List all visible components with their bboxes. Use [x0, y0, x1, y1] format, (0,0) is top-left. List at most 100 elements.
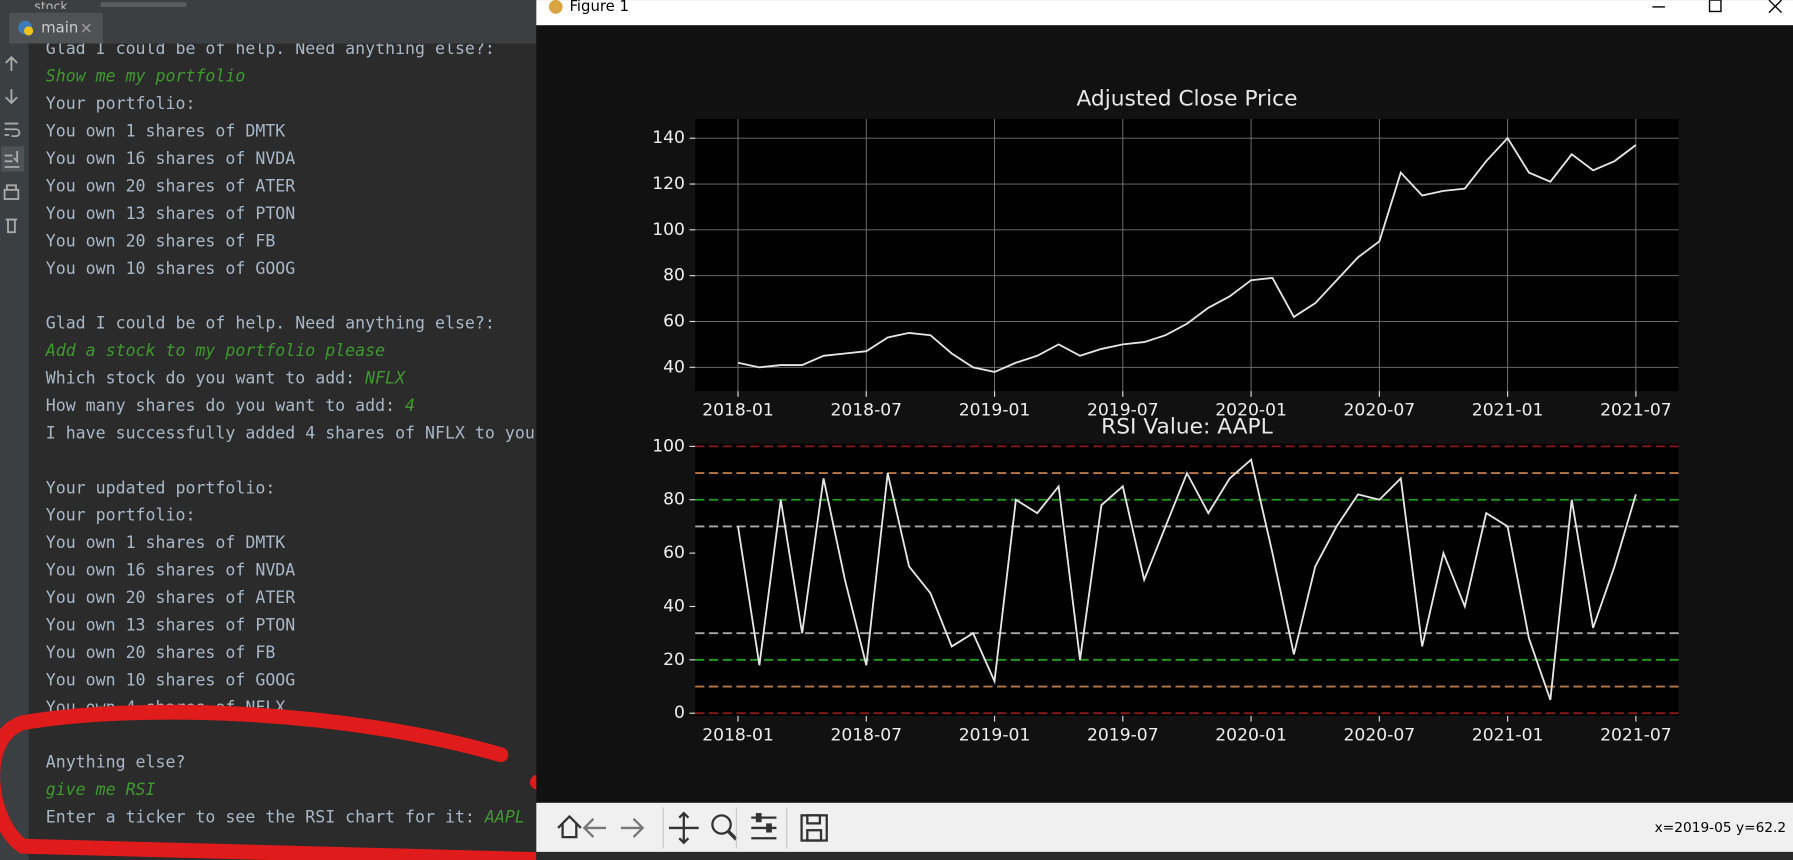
tab-label[interactable]: main — [41, 19, 78, 37]
price-line — [737, 136, 1637, 373]
output-text: Anything else? — [46, 752, 186, 771]
output-text: Your portfolio: — [46, 94, 196, 113]
console-line: You own 10 shares of GOOG — [46, 670, 296, 689]
output-text: Glad I could be of help. Need anything e… — [46, 39, 495, 58]
output-text: You own 13 shares of PTON — [46, 203, 296, 222]
console-line: Which stock do you want to add: NFLX — [46, 368, 406, 387]
x-tick-label: 2020-01 — [1215, 401, 1287, 421]
output-text: You own 16 shares of NVDA — [46, 148, 296, 167]
figure-title: Figure 1 — [569, 0, 629, 15]
console-line: You own 1 shares of DMTK — [46, 533, 286, 552]
console-line: Enter a ticker to see the RSI chart for … — [46, 807, 525, 826]
figure-titlebar — [536, 0, 1793, 26]
output-text: You own 20 shares of FB — [46, 231, 276, 250]
y-tick-label: 140 — [652, 128, 685, 148]
output-text: You own 16 shares of NVDA — [46, 560, 296, 579]
console-line: You own 20 shares of FB — [46, 231, 276, 250]
output-text: You own 20 shares of ATER — [46, 588, 296, 607]
console-line: Your updated portfolio: — [46, 478, 276, 497]
x-tick-label: 2018-01 — [702, 725, 774, 745]
console-line: Your portfolio: — [46, 505, 196, 524]
output-text: You own 1 shares of DMTK — [46, 533, 286, 552]
y-tick-label: 100 — [652, 436, 685, 456]
x-tick-label: 2021-01 — [1472, 401, 1544, 421]
y-tick-label: 120 — [652, 174, 685, 194]
y-tick-label: 100 — [652, 220, 685, 240]
console-line: Anything else? — [46, 752, 186, 771]
output-text: Glad I could be of help. Need anything e… — [46, 313, 495, 332]
console-line: You own 16 shares of NVDA — [46, 560, 296, 579]
x-tick-label: 2020-07 — [1344, 401, 1416, 421]
console-line: Show me my portfolio — [46, 66, 246, 85]
output-text: You own 20 shares of ATER — [46, 176, 296, 195]
console-line: You own 13 shares of PTON — [46, 615, 296, 634]
x-tick-label: 2019-07 — [1087, 401, 1159, 421]
output-text: How many shares do you want to add: — [46, 395, 405, 414]
output-text: You own 10 shares of GOOG — [46, 670, 296, 689]
console-line: You own 10 shares of GOOG — [46, 258, 296, 277]
status-text: x=2019-05 y=62.2 — [1655, 820, 1786, 836]
output-text: You own 20 shares of FB — [46, 642, 276, 661]
x-tick-label: 2020-07 — [1344, 725, 1416, 745]
y-tick-label: 80 — [663, 490, 685, 510]
x-tick-label: 2021-07 — [1600, 725, 1672, 745]
input-text: 4 — [405, 395, 415, 414]
y-tick-label: 40 — [663, 357, 685, 377]
output-text: Which stock do you want to add: — [46, 368, 365, 387]
output-text: You own 13 shares of PTON — [46, 615, 296, 634]
ide-titlebar — [0, 0, 537, 12]
console-line: Add a stock to my portfolio please — [45, 341, 385, 360]
x-tick-label: 2018-01 — [702, 401, 774, 421]
price-line — [737, 458, 1637, 701]
console-line: You own 20 shares of ATER — [46, 588, 296, 607]
tab-close[interactable] — [81, 23, 91, 33]
console-line: You own 13 shares of PTON — [46, 203, 296, 222]
y-tick-label: 20 — [663, 650, 685, 670]
figure-icon — [548, 0, 563, 14]
x-tick-label: 2018-07 — [830, 401, 902, 421]
y-tick-label: 60 — [663, 543, 685, 563]
input-text: Add a stock to my portfolio please — [45, 341, 385, 360]
side-icons[interactable] — [1, 55, 25, 234]
y-tick-label: 60 — [663, 311, 685, 331]
console-line: Glad I could be of help. Need anything e… — [46, 39, 495, 58]
console-line: Glad I could be of help. Need anything e… — [46, 313, 495, 332]
toolbar-separator — [662, 807, 788, 849]
input-text: AAPL — [484, 807, 525, 826]
console-line: give me RSI — [46, 780, 156, 799]
chart-title: RSI Value: AAPL — [1101, 415, 1273, 440]
python-icon — [24, 26, 34, 36]
figure-toolbar — [536, 802, 1793, 852]
input-text: NFLX — [364, 368, 406, 387]
y-tick-label: 80 — [663, 266, 685, 286]
x-tick-label: 2021-01 — [1472, 725, 1544, 745]
output-text: You own 10 shares of GOOG — [46, 258, 296, 277]
toolbar-icons[interactable] — [557, 811, 828, 845]
output-text: You own 1 shares of DMTK — [46, 121, 286, 140]
console-line: You own 20 shares of FB — [46, 642, 276, 661]
console-line: Your portfolio: — [46, 94, 196, 113]
window-buttons[interactable] — [1652, 0, 1783, 14]
console-line: I have successfully added 4 shares of NF… — [46, 423, 535, 442]
scrollbar — [100, 2, 187, 7]
plot-area — [695, 443, 1679, 716]
console-line: How many shares do you want to add: 4 — [46, 395, 415, 414]
x-tick-label: 2019-01 — [959, 401, 1031, 421]
x-tick-label: 2020-01 — [1215, 725, 1287, 745]
y-tick-label: 40 — [663, 596, 685, 616]
console-line: You own 20 shares of ATER — [46, 176, 296, 195]
x-tick-label: 2018-07 — [830, 725, 902, 745]
console-line: You own 1 shares of DMTK — [46, 121, 286, 140]
x-tick-label: 2019-07 — [1087, 725, 1159, 745]
output-text: Your portfolio: — [46, 505, 196, 524]
plot-area — [695, 118, 1679, 392]
chart-title: Adjusted Close Price — [1076, 87, 1297, 112]
x-tick-label: 2021-07 — [1600, 401, 1672, 421]
output-text: Your updated portfolio: — [46, 478, 276, 497]
y-tick-label: 0 — [674, 703, 685, 723]
x-tick-label: 2019-01 — [959, 725, 1031, 745]
input-text: Show me my portfolio — [46, 66, 246, 85]
charts: Adjusted Close Price 2018-01 2018-07 2019-0… — [652, 87, 1679, 745]
